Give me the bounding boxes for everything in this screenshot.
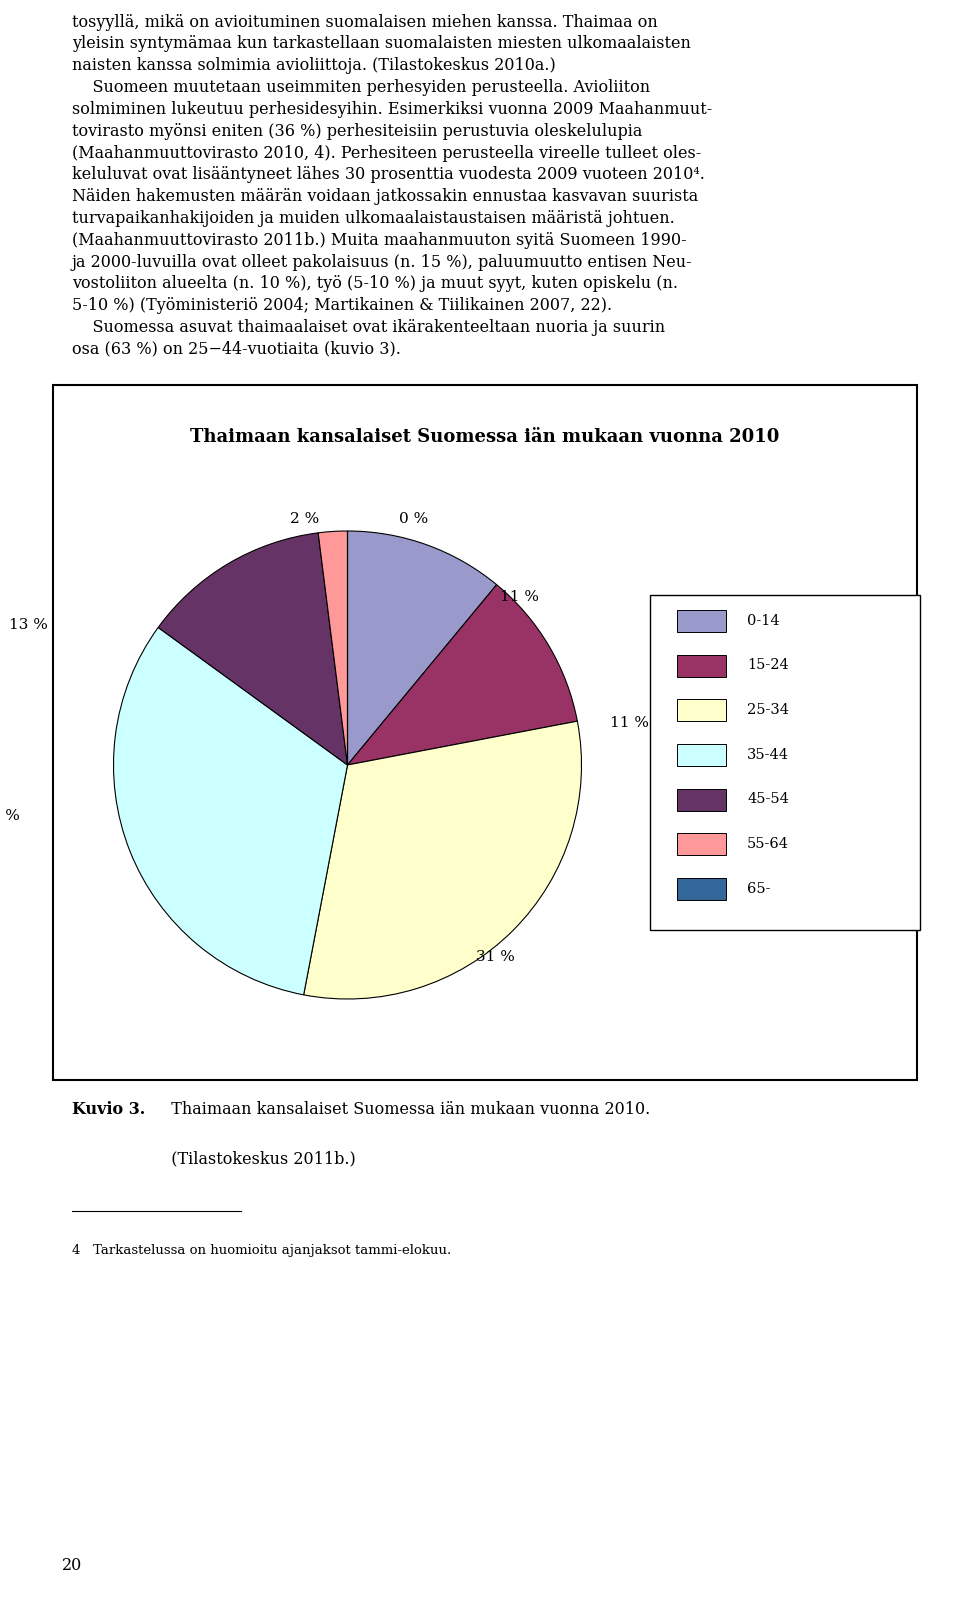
Text: Thaimaan kansalaiset Suomessa iän mukaan vuonna 2010: Thaimaan kansalaiset Suomessa iän mukaan…: [190, 428, 780, 446]
Bar: [677, 834, 726, 855]
Text: Näiden hakemusten määrän voidaan jatkossakin ennustaa kasvavan suurista: Näiden hakemusten määrän voidaan jatkoss…: [72, 189, 698, 205]
Text: solmiminen lukeutuu perhesidesyihin. Esimerkiksi vuonna 2009 Maahanmuut-: solmiminen lukeutuu perhesidesyihin. Esi…: [72, 101, 712, 118]
Text: (Tilastokeskus 2011b.): (Tilastokeskus 2011b.): [160, 1151, 355, 1167]
Text: 20: 20: [62, 1556, 83, 1574]
Wedge shape: [318, 531, 348, 765]
Wedge shape: [303, 721, 582, 999]
Wedge shape: [348, 531, 496, 765]
Text: 25-34: 25-34: [747, 703, 789, 718]
Text: 11 %: 11 %: [610, 716, 649, 730]
Text: 65-: 65-: [747, 882, 771, 896]
Bar: [677, 655, 726, 676]
Bar: [677, 877, 726, 900]
Bar: [677, 789, 726, 810]
Text: 15-24: 15-24: [747, 658, 789, 673]
Text: ja 2000-luvuilla ovat olleet pakolaisuus (n. 15 %), paluumuutto entisen Neu-: ja 2000-luvuilla ovat olleet pakolaisuus…: [72, 254, 692, 270]
Text: Thaimaan kansalaiset Suomessa iän mukaan vuonna 2010.: Thaimaan kansalaiset Suomessa iän mukaan…: [160, 1101, 650, 1119]
Text: naisten kanssa solmimia avioliittoja. (Tilastokeskus 2010a.): naisten kanssa solmimia avioliittoja. (T…: [72, 58, 556, 74]
Wedge shape: [113, 628, 348, 996]
Text: osa (63 %) on 25−44-vuotiaita (kuvio 3).: osa (63 %) on 25−44-vuotiaita (kuvio 3).: [72, 340, 401, 358]
Bar: [677, 700, 726, 721]
Text: tosyyllä, mikä on avioituminen suomalaisen miehen kanssa. Thaimaa on: tosyyllä, mikä on avioituminen suomalais…: [72, 14, 658, 30]
Text: yleisin syntymämaa kun tarkastellaan suomalaisten miesten ulkomaalaisten: yleisin syntymämaa kun tarkastellaan suo…: [72, 35, 691, 53]
Text: Suomeen muutetaan useimmiten perhesyiden perusteella. Avioliiton: Suomeen muutetaan useimmiten perhesyiden…: [72, 78, 650, 96]
Wedge shape: [348, 585, 577, 765]
Text: tovirasto myönsi eniten (36 %) perhesiteisiin perustuvia oleskelulupia: tovirasto myönsi eniten (36 %) perhesite…: [72, 123, 642, 139]
Text: 0 %: 0 %: [399, 513, 428, 526]
Text: 32 %: 32 %: [0, 810, 20, 823]
Text: vostoliiton alueelta (n. 10 %), työ (5-10 %) ja muut syyt, kuten opiskelu (n.: vostoliiton alueelta (n. 10 %), työ (5-1…: [72, 275, 678, 292]
Text: 5-10 %) (Työministeriö 2004; Martikainen & Tiilikainen 2007, 22).: 5-10 %) (Työministeriö 2004; Martikainen…: [72, 297, 612, 315]
Text: 13 %: 13 %: [9, 617, 48, 631]
Wedge shape: [158, 532, 348, 765]
Text: 4   Tarkastelussa on huomioitu ajanjaksot tammi-elokuu.: 4 Tarkastelussa on huomioitu ajanjaksot …: [72, 1243, 451, 1258]
Text: 45-54: 45-54: [747, 793, 789, 807]
Text: 55-64: 55-64: [747, 837, 789, 852]
Text: 2 %: 2 %: [290, 513, 320, 526]
Text: turvapaikanhakijoiden ja muiden ulkomaalaistaustaisen määristä johtuen.: turvapaikanhakijoiden ja muiden ulkomaal…: [72, 209, 675, 227]
Text: 35-44: 35-44: [747, 748, 789, 762]
Text: Suomessa asuvat thaimaalaiset ovat ikärakenteeltaan nuoria ja suurin: Suomessa asuvat thaimaalaiset ovat ikära…: [72, 320, 665, 336]
Text: keluluvat ovat lisääntyneet lähes 30 prosenttia vuodesta 2009 vuoteen 2010⁴.: keluluvat ovat lisääntyneet lähes 30 pro…: [72, 166, 705, 184]
Text: 31 %: 31 %: [476, 949, 516, 964]
Text: (Maahanmuuttovirasto 2010, 4). Perhesiteen perusteella vireelle tulleet oles-: (Maahanmuuttovirasto 2010, 4). Perhesite…: [72, 144, 701, 161]
Text: 11 %: 11 %: [499, 590, 539, 604]
Bar: [677, 745, 726, 765]
Text: Kuvio 3.: Kuvio 3.: [72, 1101, 145, 1119]
Bar: [677, 610, 726, 631]
Text: 0-14: 0-14: [747, 614, 780, 628]
Text: (Maahanmuuttovirasto 2011b.) Muita maahanmuuton syitä Suomeen 1990-: (Maahanmuuttovirasto 2011b.) Muita maaha…: [72, 232, 686, 249]
